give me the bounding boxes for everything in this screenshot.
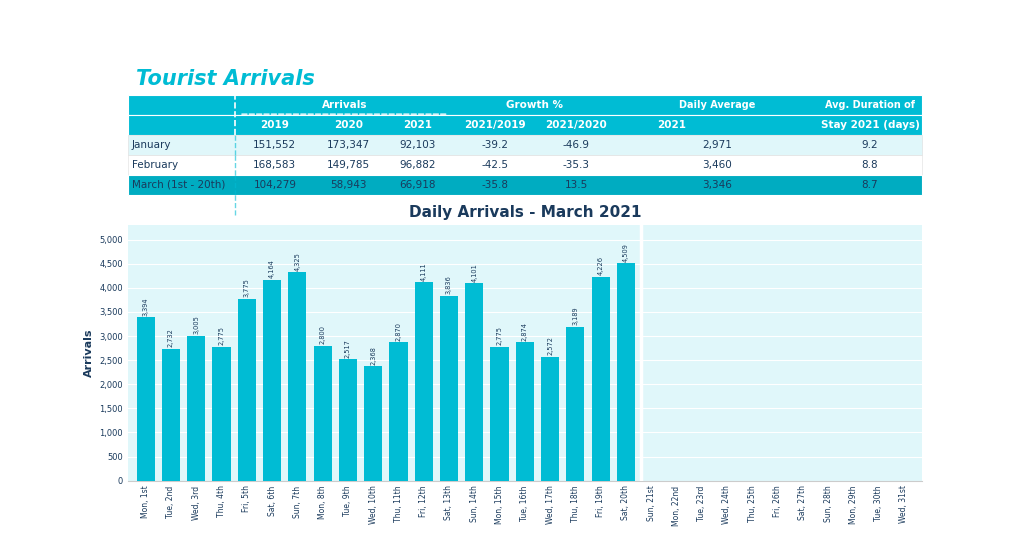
Text: 58,943: 58,943: [330, 180, 367, 190]
Text: -46.9: -46.9: [563, 140, 590, 150]
Bar: [389, 342, 408, 481]
Title: Daily Arrivals - March 2021: Daily Arrivals - March 2021: [409, 205, 641, 220]
Text: 8.9: 8.9: [861, 200, 880, 210]
Text: 8.7: 8.7: [862, 180, 879, 190]
Text: Avg. Duration of: Avg. Duration of: [825, 100, 915, 110]
Text: 3,460: 3,460: [702, 160, 732, 170]
Text: Daily Average: Daily Average: [679, 100, 756, 110]
Text: 2,971: 2,971: [702, 140, 732, 150]
Text: 2,870: 2,870: [395, 322, 401, 341]
Text: 2,732: 2,732: [168, 329, 174, 348]
Bar: [313, 346, 332, 481]
Text: 173,347: 173,347: [327, 140, 370, 150]
Text: 3,005: 3,005: [194, 315, 200, 334]
Text: 382,075: 382,075: [325, 200, 372, 210]
Text: 2,368: 2,368: [370, 346, 376, 365]
Text: 4,111: 4,111: [421, 262, 427, 281]
Text: 2,775: 2,775: [218, 326, 224, 346]
Bar: [516, 342, 534, 481]
Text: 8.8: 8.8: [862, 160, 879, 170]
Bar: [187, 336, 206, 481]
Text: 4,164: 4,164: [269, 260, 275, 279]
Text: January: January: [132, 140, 171, 150]
Bar: [288, 272, 306, 481]
Text: 151,552: 151,552: [253, 140, 296, 150]
Text: 3,346: 3,346: [702, 180, 732, 190]
FancyBboxPatch shape: [128, 175, 922, 195]
Text: 168,583: 168,583: [253, 160, 296, 170]
Bar: [566, 327, 585, 481]
Text: 2,800: 2,800: [319, 325, 326, 344]
Text: 9.2: 9.2: [862, 140, 879, 150]
Text: -42.5: -42.5: [481, 160, 509, 170]
Text: 3,394: 3,394: [142, 297, 148, 315]
Text: 3,836: 3,836: [446, 275, 452, 294]
Text: 149,785: 149,785: [327, 160, 370, 170]
FancyBboxPatch shape: [128, 115, 922, 135]
Bar: [136, 317, 155, 481]
Text: 4,325: 4,325: [294, 252, 300, 271]
Text: -39.2: -39.2: [481, 140, 509, 150]
Text: TOTAL: TOTAL: [132, 200, 169, 210]
Text: 2,572: 2,572: [547, 336, 553, 355]
FancyBboxPatch shape: [128, 135, 922, 155]
Text: 3,189: 3,189: [572, 307, 579, 326]
Text: 2019: 2019: [260, 120, 289, 130]
FancyBboxPatch shape: [128, 95, 922, 115]
Text: 2021: 2021: [403, 120, 432, 130]
Text: -33.0: -33.0: [561, 200, 592, 210]
Text: 3,775: 3,775: [244, 278, 250, 297]
Text: -35.8: -35.8: [481, 180, 509, 190]
Bar: [339, 359, 357, 481]
Text: 4,226: 4,226: [598, 256, 603, 275]
Text: 424,414: 424,414: [251, 200, 299, 210]
Text: 13.5: 13.5: [565, 180, 588, 190]
Bar: [465, 283, 483, 481]
Text: -35.3: -35.3: [563, 160, 590, 170]
Text: March (1st - 20th): March (1st - 20th): [132, 180, 225, 190]
Bar: [263, 280, 282, 481]
Bar: [592, 277, 609, 481]
Text: 2,775: 2,775: [497, 326, 503, 346]
Text: 96,882: 96,882: [399, 160, 436, 170]
Bar: [490, 347, 509, 481]
Bar: [440, 296, 458, 481]
FancyBboxPatch shape: [128, 155, 922, 175]
Text: 104,279: 104,279: [253, 180, 296, 190]
Bar: [212, 347, 230, 481]
Bar: [415, 282, 433, 481]
Text: 4,101: 4,101: [471, 263, 477, 281]
Text: 2021/2019: 2021/2019: [464, 120, 526, 130]
FancyBboxPatch shape: [128, 175, 922, 195]
Text: 2,517: 2,517: [345, 339, 351, 358]
Text: -39.7: -39.7: [480, 200, 510, 210]
Text: 92,103: 92,103: [399, 140, 436, 150]
Bar: [541, 356, 559, 481]
Bar: [162, 349, 180, 481]
Text: 2020: 2020: [334, 120, 362, 130]
Text: 4,509: 4,509: [623, 243, 629, 262]
Text: Stay 2021 (days): Stay 2021 (days): [820, 120, 920, 130]
Y-axis label: Arrivals: Arrivals: [84, 329, 94, 377]
Text: Tourist Arrivals: Tourist Arrivals: [136, 69, 314, 89]
Text: 2021: 2021: [657, 120, 686, 130]
Text: 255,903: 255,903: [394, 200, 441, 210]
Text: 66,918: 66,918: [399, 180, 436, 190]
Text: 2,874: 2,874: [522, 322, 527, 341]
Text: 2021/2020: 2021/2020: [546, 120, 607, 130]
Bar: [238, 299, 256, 481]
Text: Arrivals: Arrivals: [322, 100, 367, 110]
Text: 3,239: 3,239: [700, 200, 733, 210]
Text: February: February: [132, 160, 178, 170]
Bar: [365, 367, 382, 481]
Text: Growth %: Growth %: [506, 100, 563, 110]
Bar: [616, 264, 635, 481]
